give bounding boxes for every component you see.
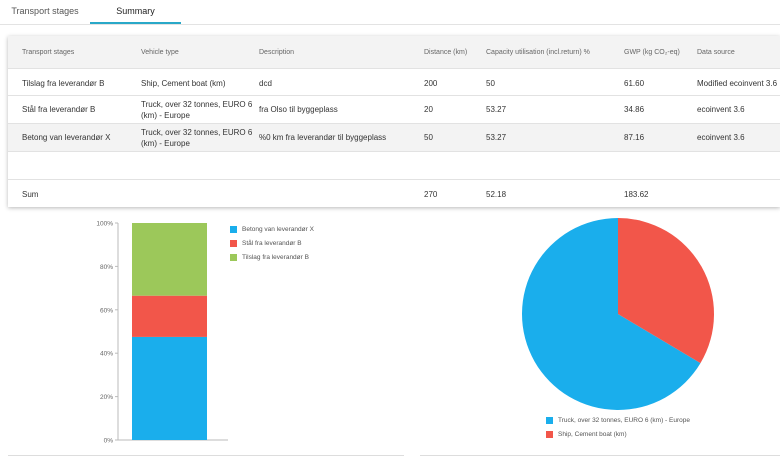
legend-label: Truck, over 32 tonnes, EURO 6 (km) - Eur… [558, 417, 690, 425]
bar-segment [132, 223, 207, 296]
divider [8, 455, 404, 456]
table-row[interactable]: Stål fra leverandør B Truck, over 32 ton… [8, 95, 780, 124]
y-tick-label: 100% [96, 221, 113, 228]
tab-summary[interactable]: Summary [116, 6, 155, 16]
header-distance: Distance (km) [424, 49, 468, 56]
empty-row [8, 151, 780, 180]
tab-bar: Transport stages Summary [0, 0, 780, 25]
cell-vehicle-type: Ship, Cement boat (km) [141, 79, 226, 88]
header-vehicle-type: Vehicle type [141, 49, 179, 56]
y-tick-label: 60% [100, 307, 113, 314]
legend-swatch-blue [546, 417, 553, 424]
header-description: Description [259, 49, 295, 56]
legend-item[interactable]: Ship, Cement boat (km) [546, 431, 627, 439]
active-tab-indicator [90, 22, 181, 24]
header-gwp: GWP (kg CO₂-eq) [624, 49, 680, 56]
cell-gwp: 61.60 [624, 79, 645, 88]
bar-segment [132, 336, 207, 440]
cell-description: fra Olso til byggeplass [259, 105, 338, 114]
cell-data-source: ecoinvent 3.6 [697, 105, 745, 114]
sum-row: Sum 270 52.18 183.62 [8, 179, 780, 208]
pie-slice [522, 218, 701, 410]
cell-transport-stage: Tilslag fra leverandør B [22, 79, 105, 88]
table-header-row: Transport stages Vehicle type Descriptio… [8, 36, 780, 68]
sum-gwp: 183.62 [624, 190, 649, 199]
cell-capacity: 53.27 [486, 105, 507, 114]
sum-label: Sum [22, 190, 39, 199]
cell-description: %0 km fra leverandør til byggeplass [259, 133, 387, 142]
cell-data-source: ecoinvent 3.6 [697, 133, 745, 142]
legend-label: Stål fra leverandør B [242, 240, 302, 248]
cell-transport-stage: Betong van leverandør X [22, 133, 111, 142]
legend-swatch-red [546, 431, 553, 438]
legend-label: Ship, Cement boat (km) [558, 431, 627, 439]
pie-slice [618, 218, 714, 364]
cell-capacity: 53.27 [486, 133, 507, 142]
cell-capacity: 50 [486, 79, 495, 88]
y-tick-label: 40% [100, 351, 113, 358]
y-tick-label: 20% [100, 394, 113, 401]
cell-description: dcd [259, 79, 272, 88]
cell-gwp: 34.86 [624, 105, 645, 114]
header-transport-stages: Transport stages [22, 49, 75, 56]
cell-distance: 20 [424, 105, 433, 114]
legend-item[interactable]: Betong van leverandør X [230, 226, 314, 234]
header-data-source: Data source [697, 49, 735, 56]
bar-segment [132, 295, 207, 337]
cell-vehicle-type: Truck, over 32 tonnes, EURO 6 (km) - Eur… [141, 100, 253, 120]
cell-distance: 200 [424, 79, 438, 88]
sum-capacity: 52.18 [486, 190, 507, 199]
pie-chart [522, 218, 714, 410]
table-row[interactable]: Betong van leverandør X Truck, over 32 t… [8, 123, 780, 152]
cell-transport-stage: Stål fra leverandør B [22, 105, 96, 114]
y-tick-label: 80% [100, 264, 113, 271]
tab-transport-stages[interactable]: Transport stages [11, 6, 79, 16]
cell-gwp: 87.16 [624, 133, 645, 142]
legend-item[interactable]: Truck, over 32 tonnes, EURO 6 (km) - Eur… [546, 417, 690, 425]
legend-item[interactable]: Stål fra leverandør B [230, 240, 302, 248]
sum-distance: 270 [424, 190, 438, 199]
legend-swatch-green [230, 254, 237, 261]
cell-distance: 50 [424, 133, 433, 142]
cell-data-source: Modified ecoinvent 3.6 [697, 79, 778, 88]
divider [420, 455, 780, 456]
legend-swatch-red [230, 240, 237, 247]
header-capacity: Capacity utilisation (incl.return) % [486, 49, 590, 56]
legend-item[interactable]: Tilslag fra leverandør B [230, 254, 309, 262]
table-row[interactable]: Tilslag fra leverandør B Ship, Cement bo… [8, 68, 780, 96]
stacked-bar-chart: 0% 20% 40% 60% 80% 100% [96, 221, 228, 445]
legend-swatch-blue [230, 226, 237, 233]
legend-label: Tilslag fra leverandør B [242, 254, 309, 262]
legend-label: Betong van leverandør X [242, 226, 314, 234]
y-tick-label: 0% [104, 438, 114, 445]
summary-table: Transport stages Vehicle type Descriptio… [8, 36, 780, 207]
cell-vehicle-type: Truck, over 32 tonnes, EURO 6 (km) - Eur… [141, 128, 253, 148]
